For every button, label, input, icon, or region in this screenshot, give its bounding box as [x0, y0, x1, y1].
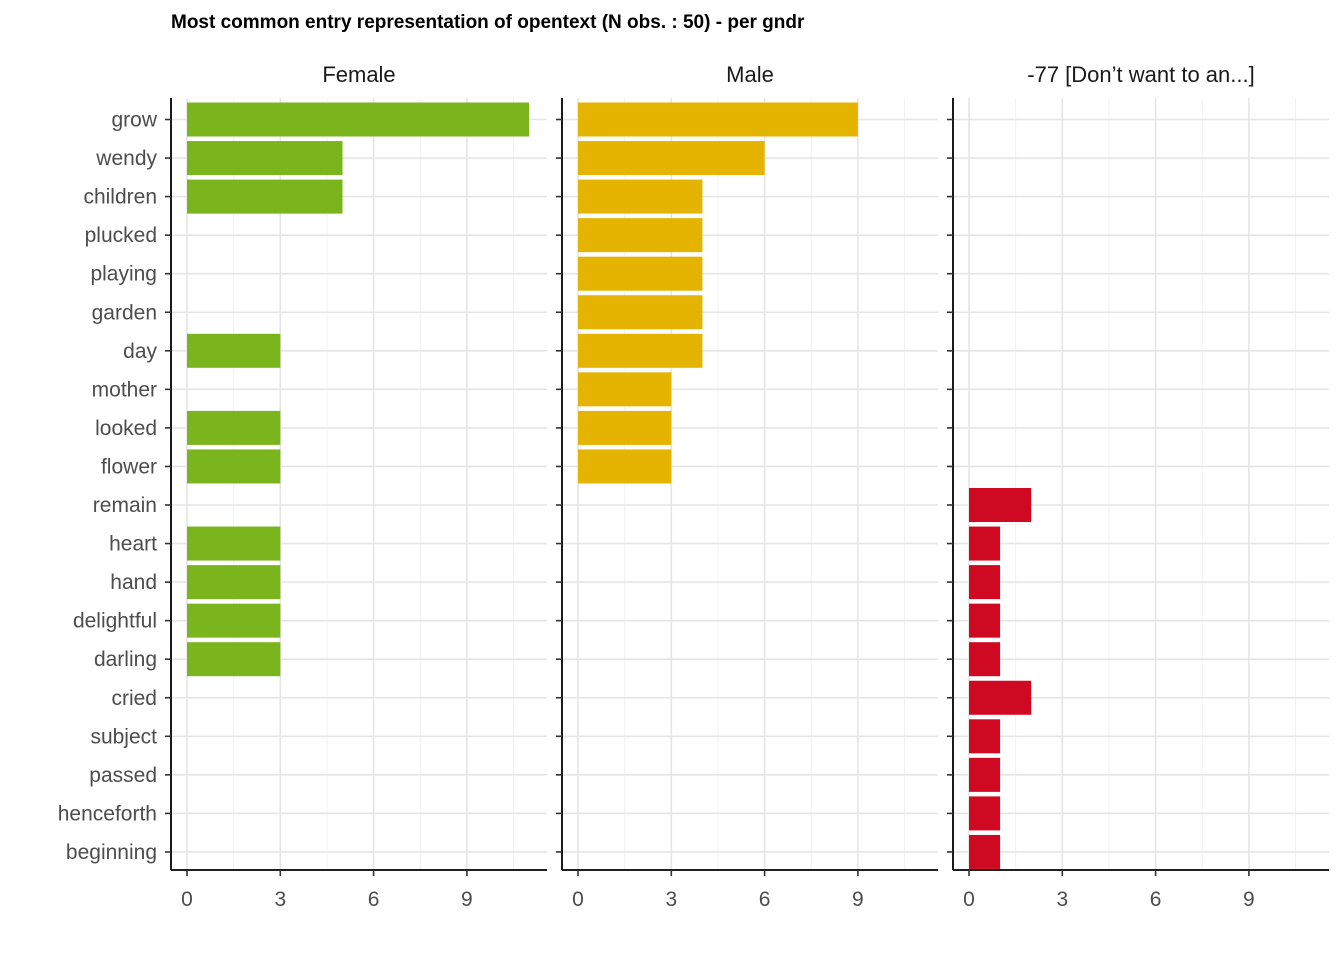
bar: [969, 719, 1001, 754]
x-tick-label: 9: [852, 888, 864, 911]
bar: [187, 642, 281, 677]
y-tick-label: beginning: [66, 841, 157, 864]
x-tick-label: 0: [963, 888, 975, 911]
y-tick-label: darling: [94, 648, 157, 671]
x-tick-label: 9: [461, 888, 473, 911]
bar: [969, 603, 1001, 638]
facet-label: Male: [726, 62, 774, 87]
bar: [969, 680, 1032, 715]
bar: [187, 410, 281, 445]
bar: [187, 449, 281, 484]
bar: [969, 526, 1001, 561]
bar: [969, 834, 1001, 869]
bar: [578, 256, 703, 291]
bar: [969, 796, 1001, 831]
bar: [578, 449, 672, 484]
bar: [969, 642, 1001, 677]
x-tick-label: 0: [572, 888, 584, 911]
bar: [578, 218, 703, 253]
bar: [578, 333, 703, 368]
bar: [187, 141, 343, 176]
facet-label: -77 [Don’t want to an...]: [1027, 62, 1254, 87]
y-tick-label: delightful: [73, 610, 157, 633]
bar: [969, 565, 1001, 600]
bar: [187, 102, 530, 137]
bar: [187, 565, 281, 600]
y-tick-label: passed: [89, 764, 157, 787]
bar: [578, 179, 703, 214]
y-tick-label: mother: [92, 378, 157, 401]
bar: [578, 295, 703, 330]
y-tick-label: heart: [109, 533, 157, 556]
y-tick-label: wendy: [95, 147, 157, 170]
x-tick-label: 3: [1056, 888, 1068, 911]
y-tick-label: looked: [95, 417, 157, 440]
y-tick-label: flower: [101, 455, 157, 478]
bar: [187, 526, 281, 561]
y-tick-label: day: [123, 340, 157, 363]
y-tick-label: cried: [111, 687, 157, 710]
bar: [969, 488, 1032, 522]
y-tick-label: children: [83, 186, 157, 209]
x-tick-label: 6: [759, 888, 771, 911]
y-tick-label: hand: [110, 571, 157, 594]
x-tick-label: 6: [368, 888, 380, 911]
y-tick-label: garden: [92, 301, 157, 324]
bar: [187, 603, 281, 638]
bar: [578, 372, 672, 407]
x-tick-label: 9: [1243, 888, 1255, 911]
y-tick-label: grow: [111, 109, 157, 132]
x-tick-label: 0: [181, 888, 193, 911]
y-tick-label: remain: [93, 494, 157, 517]
bar: [578, 102, 858, 137]
bar: [187, 179, 343, 214]
bar: [578, 410, 672, 445]
x-tick-label: 6: [1150, 888, 1162, 911]
y-tick-label: henceforth: [58, 802, 157, 825]
y-tick-label: plucked: [85, 224, 157, 247]
x-tick-label: 3: [274, 888, 286, 911]
chart-title: Most common entry representation of open…: [171, 12, 805, 33]
facet-label: Female: [322, 62, 395, 87]
y-tick-label: subject: [90, 725, 157, 748]
y-tick-label: playing: [90, 263, 157, 286]
bar: [187, 333, 281, 368]
bar: [969, 757, 1001, 792]
x-tick-label: 3: [665, 888, 677, 911]
bar: [578, 141, 765, 176]
